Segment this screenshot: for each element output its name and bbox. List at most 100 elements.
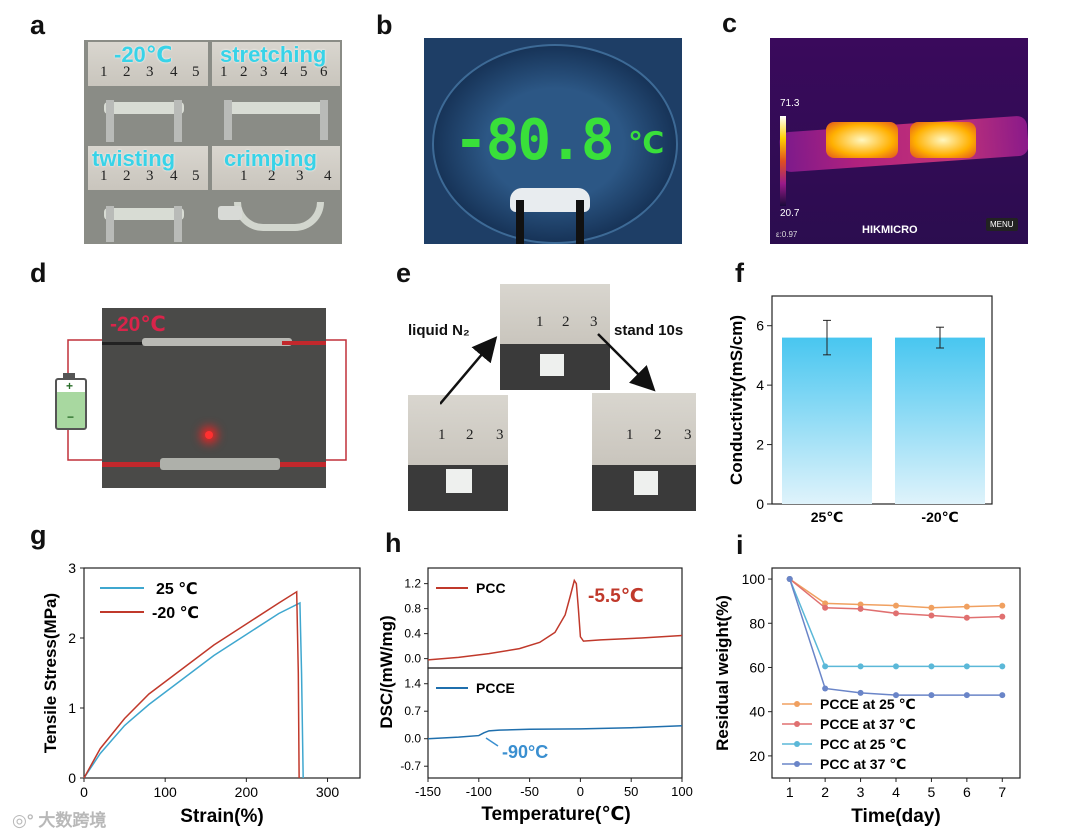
y-axis-label: Conductivity(mS/cm) (727, 315, 746, 485)
data-point (786, 576, 793, 583)
series-line (789, 578, 1003, 668)
data-point (857, 601, 864, 608)
panel-label-d: d (30, 258, 47, 288)
data-point (893, 663, 899, 670)
y-tick-label: 100 (742, 571, 766, 587)
caption-twisting: twisting (92, 146, 176, 171)
wire (102, 342, 162, 345)
legend-25c: 25 ℃ (156, 581, 198, 598)
data-point (963, 603, 970, 610)
y-tick-label: 2 (68, 630, 76, 646)
bar-25c (782, 337, 872, 504)
y-tick-label: 2 (756, 437, 764, 453)
x-tick-label: -50 (520, 784, 539, 799)
panel-e-photo-top: 1 2 3 (500, 284, 610, 390)
y-tick-label: 0.4 (404, 627, 421, 641)
battery-terminal (63, 373, 75, 378)
sample-strip (104, 208, 184, 220)
clamp (174, 100, 182, 142)
data-point (999, 663, 1006, 670)
panel-label-f: f (735, 258, 744, 288)
clamp (106, 100, 114, 142)
panel-d-circuit-lines (67, 339, 347, 461)
axes-frame-top (427, 567, 683, 669)
axis-ticks: 0.0 0.4 0.8 1.2 -0.7 0.0 0.7 1.4 -150 -100 -50 0 50 1… (400, 577, 693, 799)
x-tick-25c: 25℃ (811, 509, 844, 525)
series-minus20c (83, 590, 300, 779)
x-tick-label: 50 (624, 784, 638, 799)
temperature-unit: ℃ (628, 127, 665, 160)
annotation-pcce: -90°C (502, 742, 548, 762)
x-tick-label: 1 (786, 784, 794, 800)
panel-e-photo-left: 1 2 3 (408, 395, 508, 511)
x-tick-label: -100 (466, 784, 492, 799)
panel-e-arrows (440, 333, 656, 405)
y-tick-label: 0.0 (404, 652, 421, 666)
sample-strip (224, 102, 328, 114)
panel-label-h: h (385, 528, 402, 558)
x-tick-label: 7 (998, 784, 1006, 800)
emissivity: ε:0.97 (776, 230, 798, 239)
chart-f: 0 2 4 6 25℃ -20℃ Conductivity(mS/cm) (727, 295, 993, 525)
legend-marker (794, 741, 800, 747)
sample (446, 469, 472, 493)
panel-e-photo-right: 1 2 3 (592, 393, 696, 511)
series-25c (83, 601, 304, 779)
menu-label: MENU (986, 218, 1018, 231)
ruler: 1 2 3 4 5 (88, 146, 208, 190)
ruler: 1 2 3 4 5 (88, 42, 208, 86)
clamp (106, 206, 114, 242)
data-point (928, 604, 935, 611)
hot-spot-left (826, 122, 898, 158)
clip-right (576, 200, 584, 244)
x-axis-label: Strain(%) (180, 806, 263, 827)
y-tick-label: -0.7 (400, 759, 421, 773)
data-point (893, 692, 899, 699)
y-tick-label: 3 (68, 560, 76, 576)
bar-minus20c (895, 337, 985, 504)
watermark-text: 大数跨境 (38, 811, 107, 830)
legend-pcce: PCCE (476, 680, 515, 696)
battery-minus: − (67, 410, 75, 424)
x-tick-label: 6 (963, 784, 971, 800)
series-line (789, 578, 1003, 696)
data-point (999, 602, 1006, 609)
label-liquid-n2: liquid N₂ (408, 322, 470, 339)
data-point (928, 692, 935, 699)
temperature-scale-bar (780, 116, 786, 206)
clamp (224, 100, 232, 140)
y-axis-label: Residual weight(%) (713, 595, 732, 751)
data-point (893, 602, 899, 609)
data-point (822, 604, 829, 611)
data-point (857, 663, 864, 670)
legend-marker (794, 701, 800, 707)
y-tick-label: 1 (68, 700, 76, 716)
y-tick-label: 0 (756, 496, 764, 512)
data-point (822, 663, 829, 670)
x-tick-label: 5 (928, 784, 936, 800)
x-tick-label: 2 (821, 784, 829, 800)
arrow-up (440, 336, 498, 405)
panel-label-a: a (30, 10, 46, 40)
panel-label-g: g (30, 520, 47, 550)
y-tick-label: 1.2 (404, 577, 421, 591)
y-ticks: 0 2 4 6 (756, 318, 772, 512)
sample-clipped (142, 338, 292, 346)
y-tick-label: 80 (749, 615, 765, 631)
data-point (928, 612, 935, 619)
data-point (963, 614, 970, 621)
x-tick-label: 3 (857, 784, 865, 800)
data-point (893, 610, 899, 617)
ruler: 1 2 3 (408, 395, 508, 465)
temp-label: -20℃ (110, 313, 166, 336)
x-tick-label: 4 (892, 784, 900, 800)
ruler: 1 2 3 4 (212, 146, 340, 190)
panel-label-c: c (722, 8, 738, 38)
legend-pcce-37: PCCE at 37 ℃ (820, 716, 916, 732)
clip-left (516, 200, 524, 244)
caption-crimping: crimping (224, 146, 317, 171)
y-tick-label: 0.7 (404, 704, 421, 718)
series-pcc (427, 578, 683, 661)
watermark-logo-icon: ◎° (12, 811, 34, 830)
legend-minus20c: -20 ℃ (152, 605, 199, 622)
